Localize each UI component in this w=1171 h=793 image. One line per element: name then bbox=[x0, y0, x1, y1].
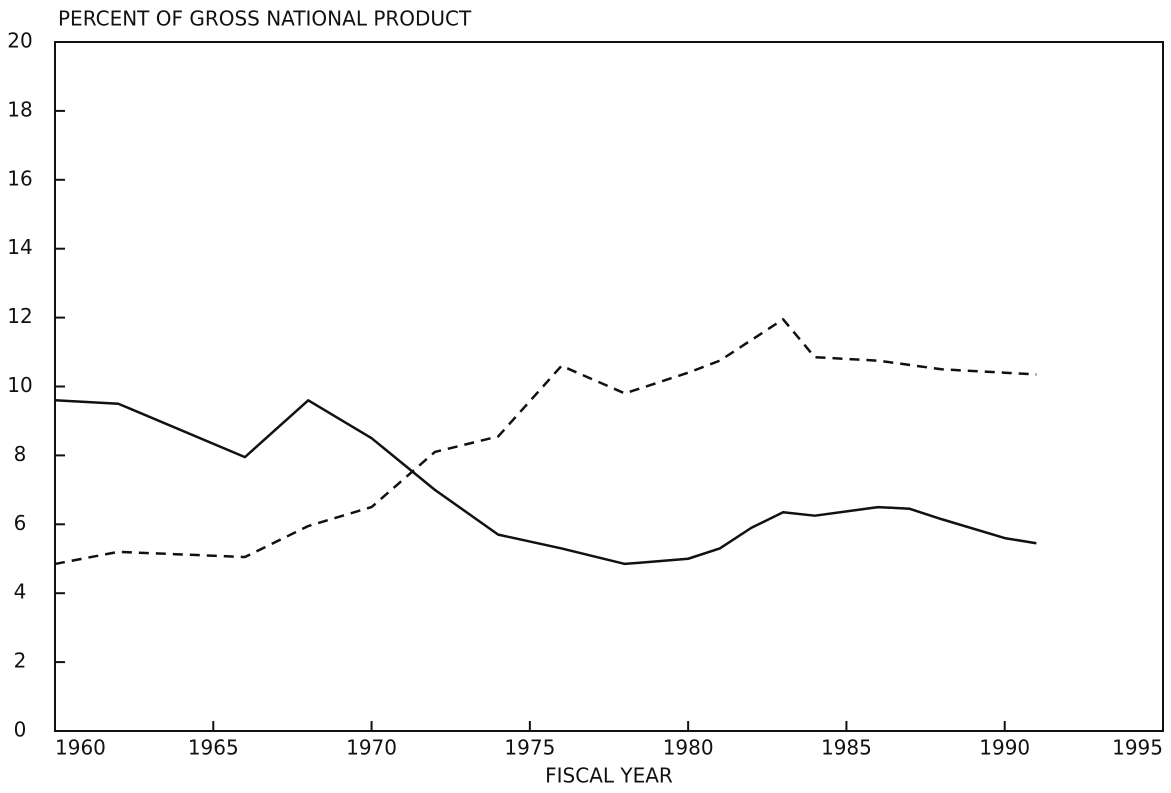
y-tick-label: 20 bbox=[7, 29, 32, 53]
x-tick-label: 1965 bbox=[188, 736, 239, 760]
x-axis-label: FISCAL YEAR bbox=[545, 764, 673, 788]
x-tick-label: 1995 bbox=[1112, 736, 1163, 760]
series-line bbox=[54, 318, 1037, 566]
plot-frame bbox=[54, 41, 1164, 732]
x-tick-label: 1980 bbox=[663, 736, 714, 760]
x-tick-label: 1970 bbox=[346, 736, 397, 760]
y-tick-label: 2 bbox=[14, 649, 27, 673]
chart-title: PERCENT OF GROSS NATIONAL PRODUCT bbox=[58, 7, 472, 31]
y-tick-label: 8 bbox=[14, 442, 27, 466]
x-tick-label: 1990 bbox=[979, 736, 1030, 760]
x-tick-label: 1975 bbox=[504, 736, 555, 760]
x-tick-label: 1960 bbox=[55, 736, 106, 760]
y-tick-label: 4 bbox=[14, 580, 27, 604]
y-tick-label: 6 bbox=[14, 511, 27, 535]
y-tick-label: 18 bbox=[7, 97, 32, 121]
y-tick-label: 10 bbox=[7, 373, 32, 397]
series-line bbox=[54, 399, 1037, 566]
y-tick-label: 14 bbox=[7, 235, 32, 259]
y-tick-label: 16 bbox=[7, 166, 32, 190]
y-tick-label: 0 bbox=[14, 718, 27, 742]
y-tick-label: 12 bbox=[7, 304, 32, 328]
x-tick-label: 1985 bbox=[821, 736, 872, 760]
